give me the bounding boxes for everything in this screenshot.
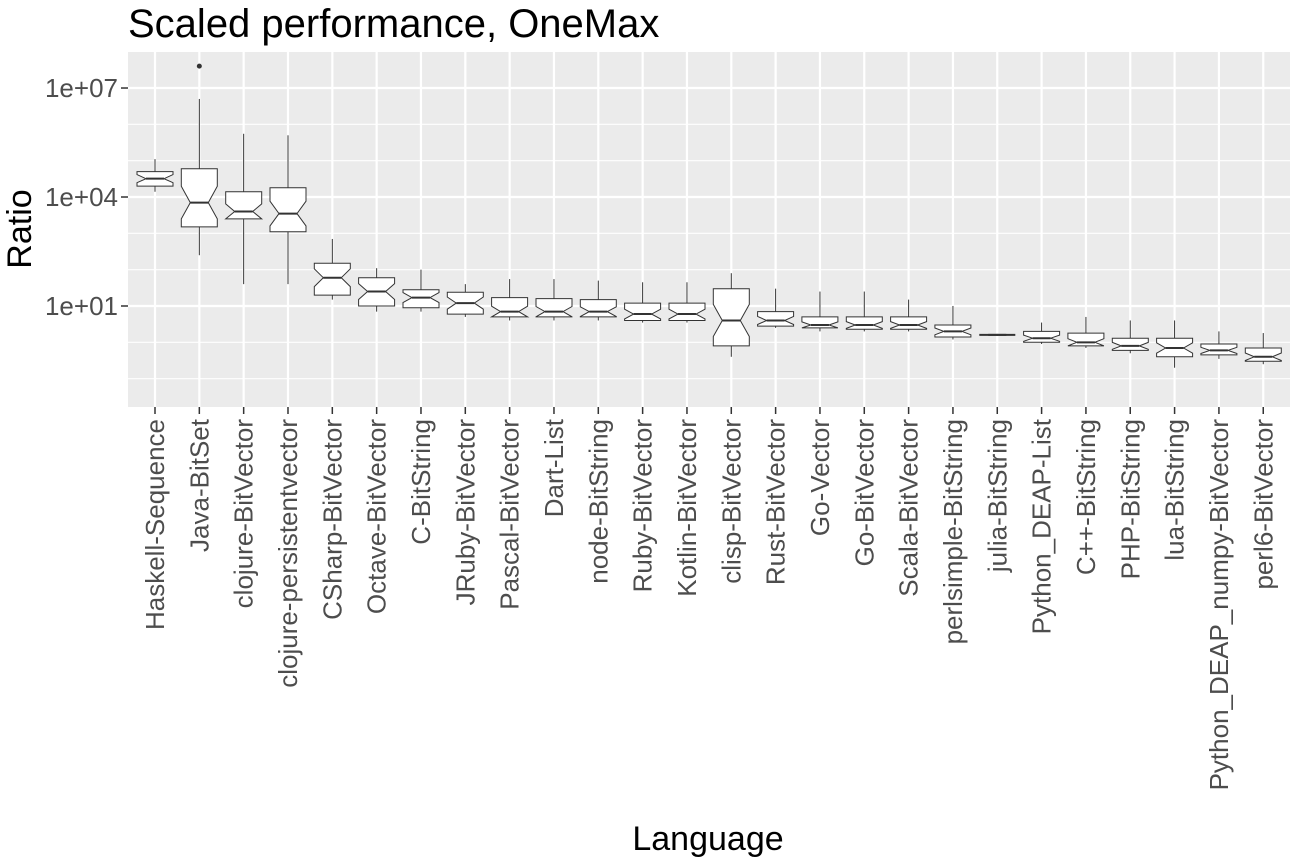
x-tick-label: CSharp-BitVector xyxy=(317,419,347,620)
y-tick-label: 1e+01 xyxy=(45,291,118,321)
x-tick-label: Java-BitSet xyxy=(184,418,214,552)
box-lua-BitString xyxy=(1156,320,1194,368)
chart-title: Scaled performance, OneMax xyxy=(128,2,659,46)
box-PHP-BitString xyxy=(1111,320,1149,354)
box-C-BitString xyxy=(402,269,440,312)
box-Dart-List xyxy=(535,279,573,321)
box-clojure-BitVector xyxy=(224,133,264,285)
box-Scala-BitVector xyxy=(890,299,928,332)
y-axis: 1e+01 1e+04 1e+07 xyxy=(45,73,128,321)
box-CSharp-BitVector xyxy=(313,238,351,300)
box-body xyxy=(180,168,218,228)
x-tick-label: PHP-BitString xyxy=(1115,419,1145,579)
x-tick-label: Rust-BitVector xyxy=(761,419,791,586)
y-axis-title: Ratio xyxy=(1,189,39,268)
box-body xyxy=(668,302,706,321)
box-Java-BitSet xyxy=(180,63,218,256)
box-body xyxy=(1244,347,1282,362)
box-node-BitString xyxy=(579,280,617,321)
box-perlsimple-BitString xyxy=(934,306,972,340)
outlier-point xyxy=(196,63,202,69)
box-body xyxy=(712,288,750,347)
box-JRuby-BitVector xyxy=(446,284,484,317)
box-series xyxy=(136,63,1282,368)
box-Haskell-Sequence xyxy=(136,159,174,192)
box-Python_DEAP-List xyxy=(1023,322,1061,344)
box-body xyxy=(1023,330,1061,343)
box-Go-BitVector xyxy=(845,291,883,332)
x-axis: Haskell-Sequence Java-BitSet clojure-BitVe… xyxy=(140,407,1278,790)
x-tick-label: Ruby-BitVector xyxy=(628,419,658,593)
x-tick-label: perlsimple-BitString xyxy=(938,419,968,644)
x-tick-label: Python_DEAP-List xyxy=(1027,418,1057,634)
x-tick-label: Go-BitVector xyxy=(849,419,879,567)
box-Go-Vector xyxy=(801,291,839,332)
box-body xyxy=(313,262,351,296)
x-tick-label: Dart-List xyxy=(539,418,569,517)
x-tick-label: clisp-BitVector xyxy=(716,419,746,584)
box-clojure-persistentvector xyxy=(269,135,307,285)
box-body xyxy=(224,191,264,220)
y-tick-label: 1e+07 xyxy=(45,73,118,103)
box-body xyxy=(535,298,573,318)
box-body xyxy=(624,302,662,321)
x-axis-title: Language xyxy=(632,820,783,858)
x-tick-label: Python_DEAP_numpy-BitVector xyxy=(1204,419,1234,791)
box-C++-BitString xyxy=(1067,316,1105,348)
box-Kotlin-BitVector xyxy=(668,282,706,323)
x-tick-label: clojure-BitVector xyxy=(229,419,259,609)
x-tick-label: clojure-persistentvector xyxy=(273,419,303,688)
box-body xyxy=(757,311,795,327)
box-body xyxy=(1111,337,1149,351)
x-tick-label: perl6-BitVector xyxy=(1248,419,1278,590)
x-tick-label: Haskell-Sequence xyxy=(140,419,170,630)
x-tick-label: Octave-BitVector xyxy=(362,419,392,614)
box-body xyxy=(845,316,883,330)
box-Python_DEAP_numpy-BitVector xyxy=(1200,331,1238,359)
box-body xyxy=(269,187,307,233)
x-tick-label: Scala-BitVector xyxy=(894,419,924,597)
box-perl6-BitVector xyxy=(1244,333,1282,365)
box-body xyxy=(1067,332,1105,347)
x-tick-label: C-BitString xyxy=(406,419,436,545)
box-julia-BitString xyxy=(979,333,1016,336)
box-clisp-BitVector xyxy=(712,273,750,357)
box-body xyxy=(489,297,530,318)
x-tick-label: C++-BitString xyxy=(1071,419,1101,575)
box-body xyxy=(579,299,617,318)
x-tick-label: node-BitString xyxy=(583,419,613,584)
x-tick-label: Go-Vector xyxy=(805,419,835,536)
box-Octave-BitVector xyxy=(358,268,396,312)
box-body xyxy=(402,289,440,309)
box-Rust-BitVector xyxy=(757,288,795,328)
x-tick-label: JRuby-BitVector xyxy=(450,419,480,606)
plot-panel xyxy=(128,52,1290,407)
box-Pascal-BitVector xyxy=(489,279,530,321)
y-tick-label: 1e+04 xyxy=(45,182,118,212)
box-Ruby-BitVector xyxy=(624,282,662,323)
x-tick-label: Pascal-BitVector xyxy=(495,419,525,610)
x-tick-label: lua-BitString xyxy=(1160,419,1190,561)
box-body xyxy=(890,316,928,330)
x-tick-label: julia-BitString xyxy=(982,419,1012,573)
box-body xyxy=(801,316,839,329)
x-tick-label: Kotlin-BitVector xyxy=(672,419,702,597)
